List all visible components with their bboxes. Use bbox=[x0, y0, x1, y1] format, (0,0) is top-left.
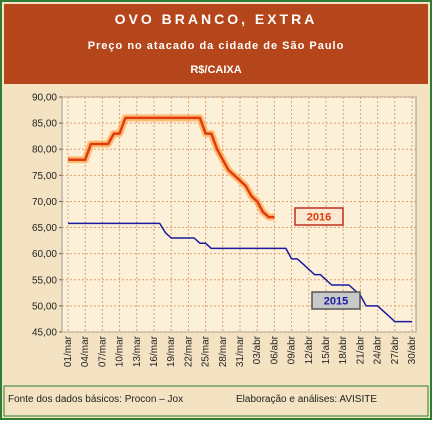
y-tick-label: 90,00 bbox=[32, 93, 57, 104]
x-tick-label: 09/abr bbox=[287, 335, 298, 364]
y-tick-label: 45,00 bbox=[32, 328, 57, 339]
x-tick-label: 27/abr bbox=[390, 335, 401, 364]
y-tick-label: 75,00 bbox=[32, 171, 57, 182]
line bbox=[68, 116, 275, 219]
legend-box bbox=[311, 291, 361, 310]
y-tick-label: 85,00 bbox=[32, 119, 57, 130]
x-tick-label: 15/abr bbox=[321, 335, 332, 364]
x-tick-label: 31/mar bbox=[235, 335, 246, 367]
chart-title: OVO BRANCO, EXTRA bbox=[115, 11, 318, 27]
x-tick-label: 07/mar bbox=[97, 335, 108, 367]
x-tick-label: 06/abr bbox=[269, 335, 280, 364]
x-tick-label: 19/mar bbox=[166, 335, 177, 367]
legend-box bbox=[294, 207, 344, 226]
x-tick-label: 04/mar bbox=[80, 335, 91, 367]
y-tick-label: 50,00 bbox=[32, 301, 57, 312]
x-tick-label: 12/abr bbox=[304, 335, 315, 364]
credit-note: Elaboração e análises: AVISITE bbox=[236, 394, 377, 405]
y-tick-label: 80,00 bbox=[32, 145, 57, 156]
x-tick-label: 01/mar bbox=[63, 335, 74, 367]
y-tick-label: 60,00 bbox=[32, 249, 57, 260]
y-tick-label: 70,00 bbox=[32, 197, 57, 208]
line bbox=[68, 222, 412, 323]
unit-label: R$/CAIXA bbox=[190, 64, 241, 76]
x-tick-label: 28/mar bbox=[218, 335, 229, 367]
header bbox=[4, 4, 428, 84]
x-tick-label: 25/mar bbox=[201, 335, 212, 367]
y-tick-label: 55,00 bbox=[32, 275, 57, 286]
x-tick-label: 21/abr bbox=[355, 335, 366, 364]
chart-subtitle: Preço no atacado da cidade de São Paulo bbox=[88, 40, 345, 52]
x-tick-label: 10/mar bbox=[115, 335, 126, 367]
x-tick-label: 16/mar bbox=[149, 335, 160, 367]
x-tick-label: 30/abr bbox=[407, 335, 418, 364]
x-tick-label: 03/abr bbox=[252, 335, 263, 364]
footer bbox=[3, 385, 429, 417]
x-tick-label: 18/abr bbox=[338, 335, 349, 364]
x-tick-label: 24/abr bbox=[373, 335, 384, 364]
x-tick-label: 22/mar bbox=[183, 335, 194, 367]
legend-label: 2016 bbox=[307, 212, 331, 224]
legend-label: 2015 bbox=[324, 296, 348, 308]
y-tick-label: 65,00 bbox=[32, 223, 57, 234]
source-note: Fonte dos dados básicos: Procon – Jox bbox=[8, 394, 183, 405]
x-tick-label: 13/mar bbox=[132, 335, 143, 367]
